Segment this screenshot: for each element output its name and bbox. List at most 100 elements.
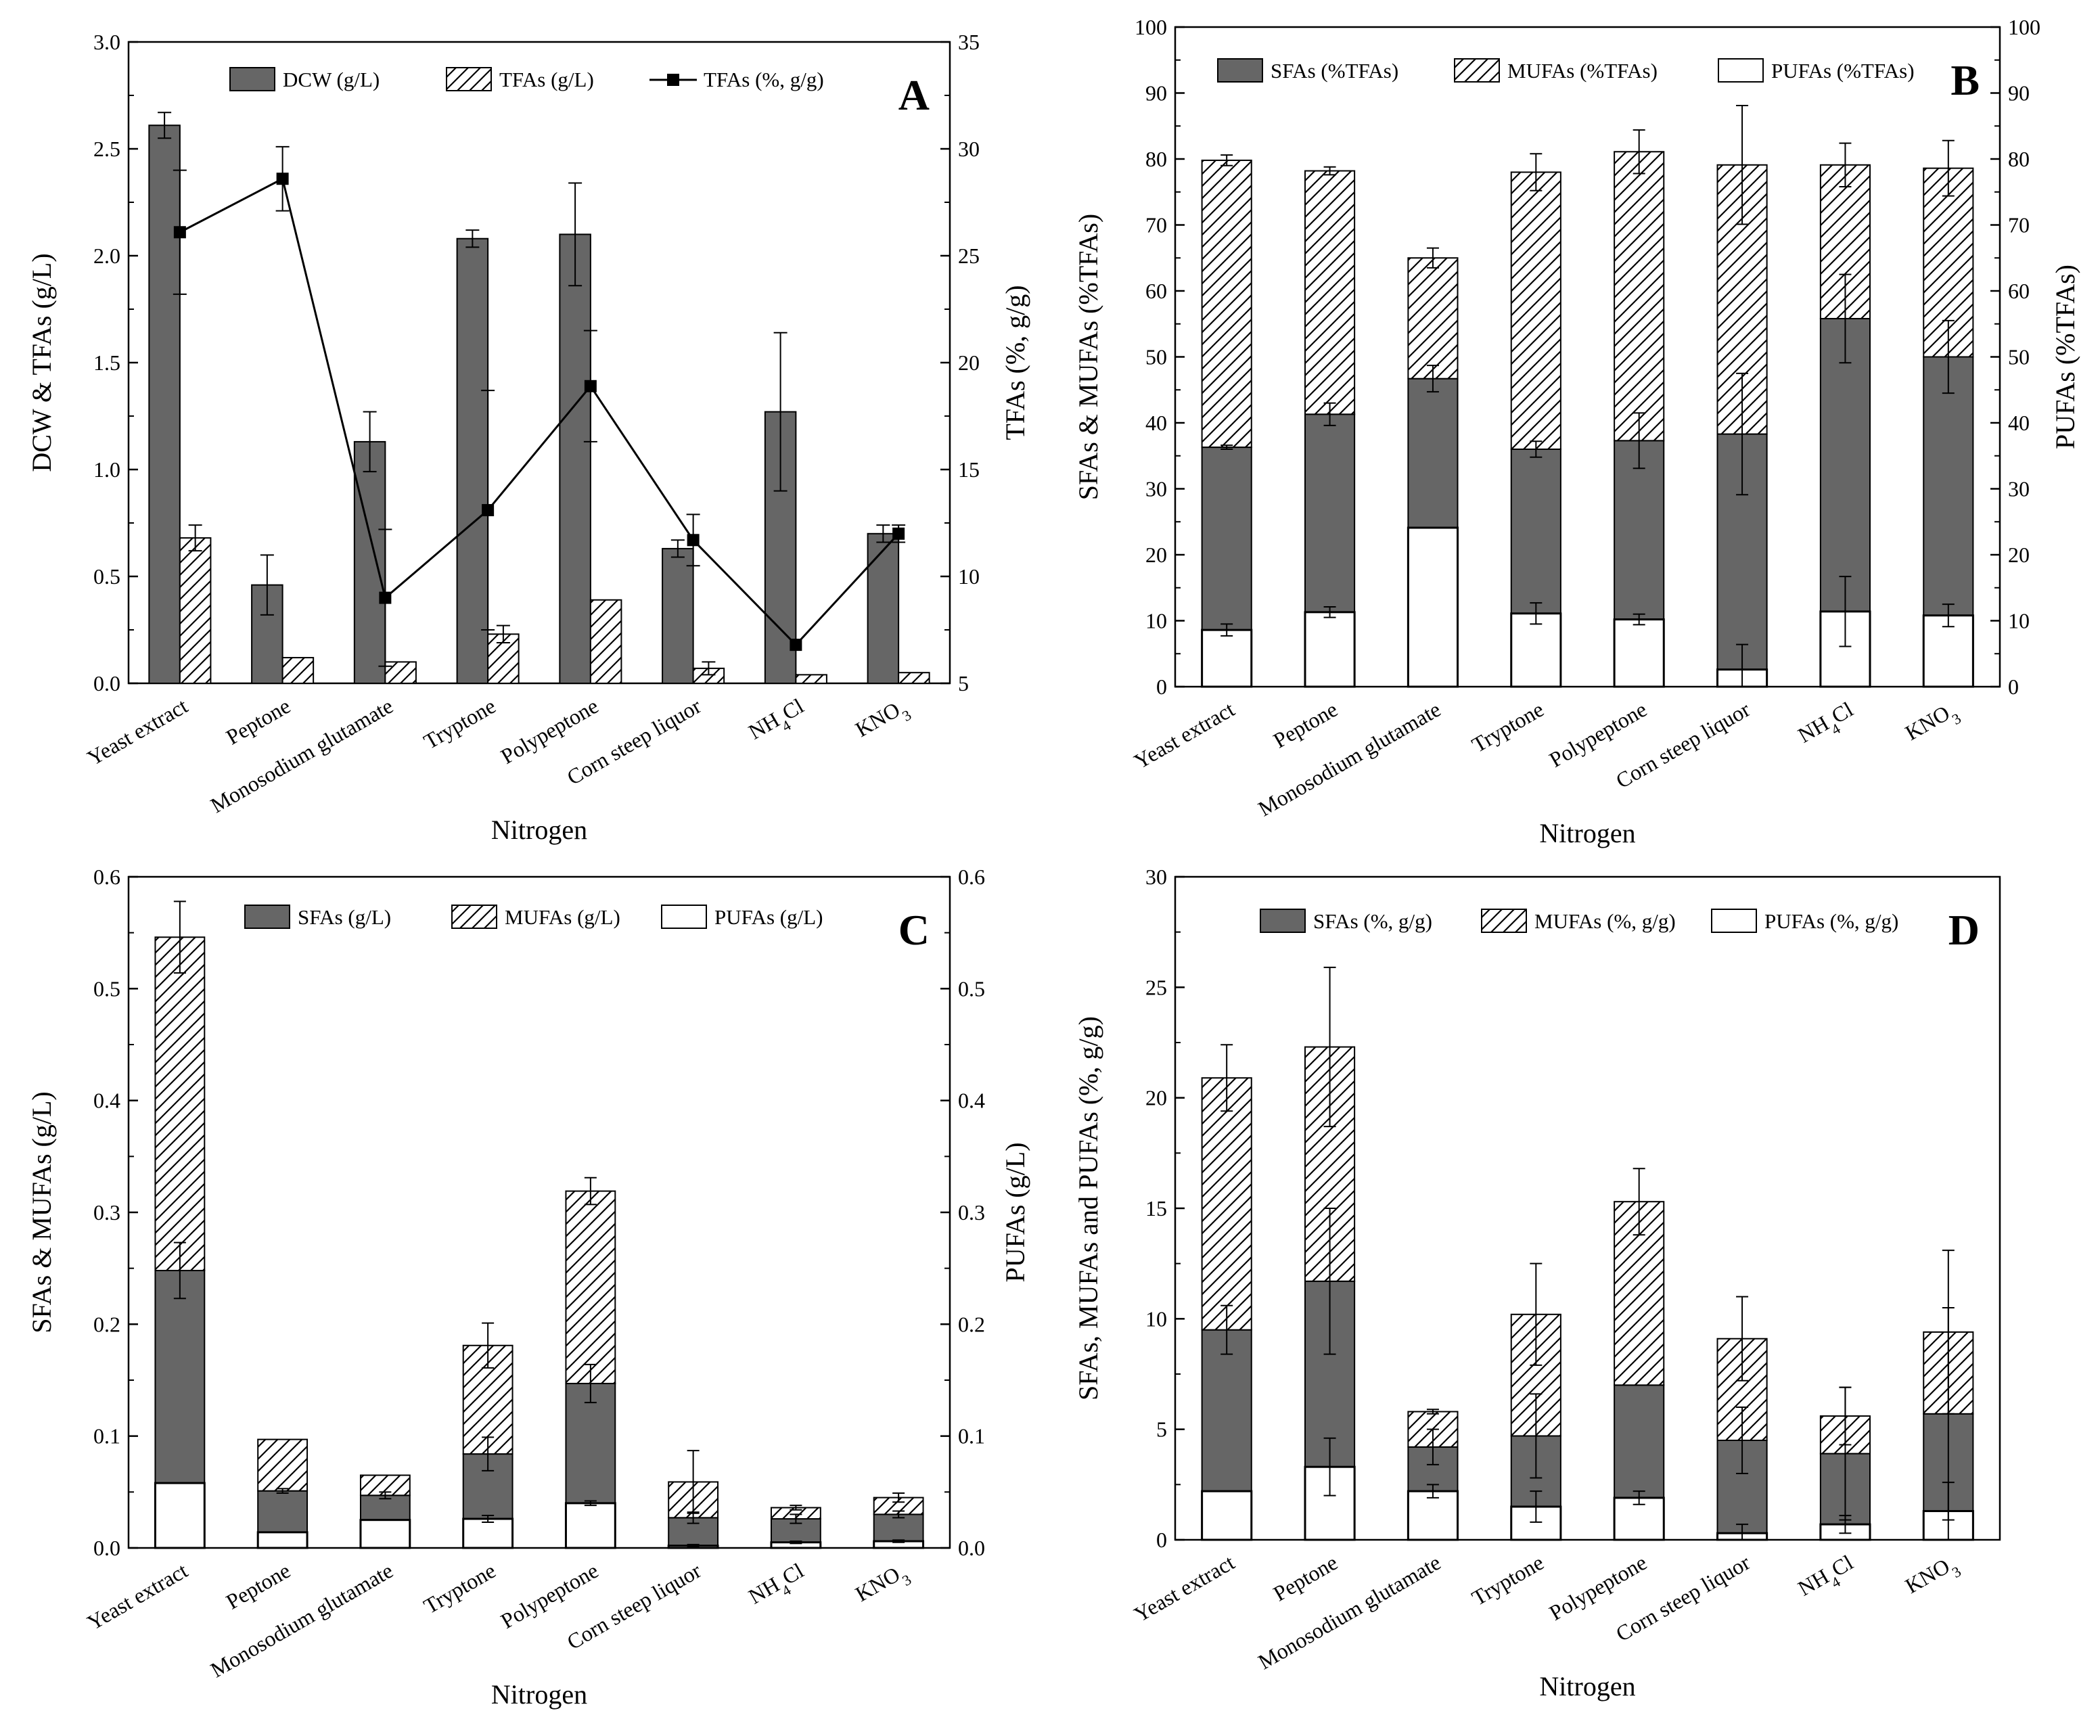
tfa-percent-point bbox=[584, 380, 597, 392]
legend-label: PUFAs (%TFAs) bbox=[1771, 59, 1915, 83]
error-bar bbox=[1323, 166, 1336, 176]
error-bar bbox=[173, 900, 186, 974]
x-tick-label: NH4Cl bbox=[744, 693, 811, 750]
x-tick-label: Yeast extract bbox=[1130, 1550, 1239, 1627]
y-tick-label: 10 bbox=[1145, 609, 1167, 633]
tfa-gl-bar bbox=[589, 599, 622, 685]
y2-tick-label: 25 bbox=[958, 244, 980, 268]
pufa-bar bbox=[1304, 611, 1356, 688]
legend: DCW (g/L) TFAs (g/L) TFAs (%, g/g) bbox=[229, 67, 824, 91]
x-axis-label: Nitrogen bbox=[1539, 1671, 1635, 1701]
error-bar bbox=[1323, 606, 1336, 618]
legend-label: MUFAs (%TFAs) bbox=[1507, 59, 1658, 83]
y-tick-label: 80 bbox=[1145, 147, 1167, 171]
legend-swatch bbox=[1260, 909, 1306, 933]
legend-swatch bbox=[1718, 58, 1764, 83]
y-tick-label: 0.0 bbox=[93, 671, 120, 695]
error-bar bbox=[1426, 1409, 1439, 1415]
legend-label: PUFAs (%, g/g) bbox=[1764, 909, 1898, 933]
plot-frame bbox=[127, 875, 951, 1549]
legend-label: MUFAs (%, g/g) bbox=[1534, 909, 1676, 933]
error-bar bbox=[1220, 623, 1233, 637]
y2-tick-label: 0.4 bbox=[958, 1089, 985, 1113]
y2-tick-label: 40 bbox=[2008, 411, 2030, 435]
x-tick-label: Peptone bbox=[1269, 697, 1342, 753]
error-bar bbox=[1633, 613, 1645, 626]
tfa-gl-bar bbox=[281, 657, 315, 685]
legend: SFAs (%TFAs) MUFAs (%TFAs) PUFAs (%TFAs) bbox=[1217, 58, 1915, 83]
y-tick-label: 0.2 bbox=[93, 1312, 120, 1336]
error-bar bbox=[1633, 1168, 1645, 1236]
x-tick-label: Yeast extract bbox=[1130, 697, 1239, 774]
y-tick-label: 10 bbox=[1145, 1306, 1167, 1331]
mufa-bar bbox=[1201, 1077, 1252, 1331]
error-bar bbox=[482, 1436, 495, 1471]
error-bar bbox=[1323, 402, 1336, 426]
error-bar bbox=[482, 1515, 495, 1523]
error-bar bbox=[1736, 1296, 1749, 1381]
panel-letter: C bbox=[898, 906, 930, 954]
tfa-gl-bar bbox=[179, 537, 212, 684]
x-tick-label: KNO3 bbox=[851, 693, 914, 748]
mufa-bar bbox=[1304, 170, 1356, 415]
panel-d: 0 5 10 15 20 25 30 Yeast extract PeptoneMonosodi… bbox=[1073, 865, 2001, 1701]
error-bar bbox=[584, 1363, 597, 1404]
tfa-percent-point bbox=[276, 173, 289, 185]
error-bar bbox=[465, 229, 480, 248]
y2-tick-label: 0.5 bbox=[958, 976, 985, 1001]
mufa-bar bbox=[1510, 171, 1561, 450]
legend-label: PUFAs (g/L) bbox=[714, 905, 823, 929]
error-bar bbox=[1530, 1393, 1543, 1479]
pufa-bar bbox=[1613, 1497, 1665, 1541]
y-tick-label: 1.0 bbox=[93, 457, 120, 482]
y2-tick-label: 0.2 bbox=[958, 1312, 985, 1336]
x-tick-label: Peptone bbox=[222, 1558, 294, 1614]
error-bar bbox=[1220, 444, 1233, 450]
chart-marks bbox=[1201, 105, 1974, 688]
y2-tick-label: 0.0 bbox=[958, 1536, 985, 1560]
error-bar bbox=[1633, 129, 1645, 175]
x-tick-label: Monosodium glutamate bbox=[206, 1558, 397, 1683]
error-bar bbox=[1530, 1490, 1543, 1523]
error-bar bbox=[1736, 1407, 1749, 1474]
y-axis-label: SFAs & MUFAs (g/L) bbox=[26, 1091, 57, 1333]
error-bar bbox=[1942, 1482, 1955, 1540]
legend-item: MUFAs (%TFAs) bbox=[1454, 58, 1658, 83]
x-tick-label: Peptone bbox=[1269, 1550, 1342, 1606]
y2-axis-label: PUFAs (%TFAs) bbox=[2050, 265, 2080, 449]
legend-item: DCW (g/L) bbox=[229, 67, 380, 91]
x-axis-label: Nitrogen bbox=[491, 815, 587, 845]
x-tick-label: KNO3 bbox=[1901, 1550, 1964, 1604]
x-axis-label: Nitrogen bbox=[1539, 818, 1635, 848]
error-bar bbox=[1323, 966, 1336, 1128]
y2-tick-label: 35 bbox=[958, 30, 980, 54]
error-bar bbox=[568, 182, 583, 287]
mufa-bar bbox=[154, 936, 206, 1271]
legend-swatch bbox=[1217, 58, 1263, 83]
legend-item: TFAs (%, g/g) bbox=[649, 68, 824, 91]
error-bar bbox=[379, 1491, 392, 1500]
y-tick-label: 2.5 bbox=[93, 137, 120, 161]
x-tick-label: Monosodium glutamate bbox=[1254, 1550, 1444, 1674]
y2-tick-label: 90 bbox=[2008, 81, 2030, 106]
y2-tick-label: 80 bbox=[2008, 147, 2030, 171]
y-tick-label: 0.5 bbox=[93, 564, 120, 589]
y-tick-label: 0.1 bbox=[93, 1424, 120, 1448]
legend-swatch bbox=[1711, 909, 1757, 933]
legend-item: TFAs (g/L) bbox=[446, 67, 594, 91]
legend-label: TFAs (%, g/g) bbox=[704, 68, 824, 91]
legend-item: PUFAs (%TFAs) bbox=[1718, 58, 1915, 83]
x-tick-label: Tryptone bbox=[1467, 1550, 1548, 1610]
error-bar bbox=[687, 1544, 700, 1548]
error-bar bbox=[892, 1510, 905, 1519]
y2-tick-label: 0.1 bbox=[958, 1424, 985, 1448]
pufa-bar bbox=[1613, 618, 1665, 688]
y2-tick-label: 10 bbox=[958, 564, 980, 589]
legend-label: MUFAs (g/L) bbox=[505, 905, 620, 929]
pufa-bar bbox=[256, 1531, 309, 1549]
y-tick-label: 5 bbox=[1156, 1417, 1167, 1442]
error-bar bbox=[1839, 142, 1852, 187]
x-tick-label: KNO3 bbox=[851, 1558, 914, 1612]
legend-item: MUFAs (g/L) bbox=[451, 905, 620, 929]
error-bar bbox=[1633, 1490, 1645, 1505]
